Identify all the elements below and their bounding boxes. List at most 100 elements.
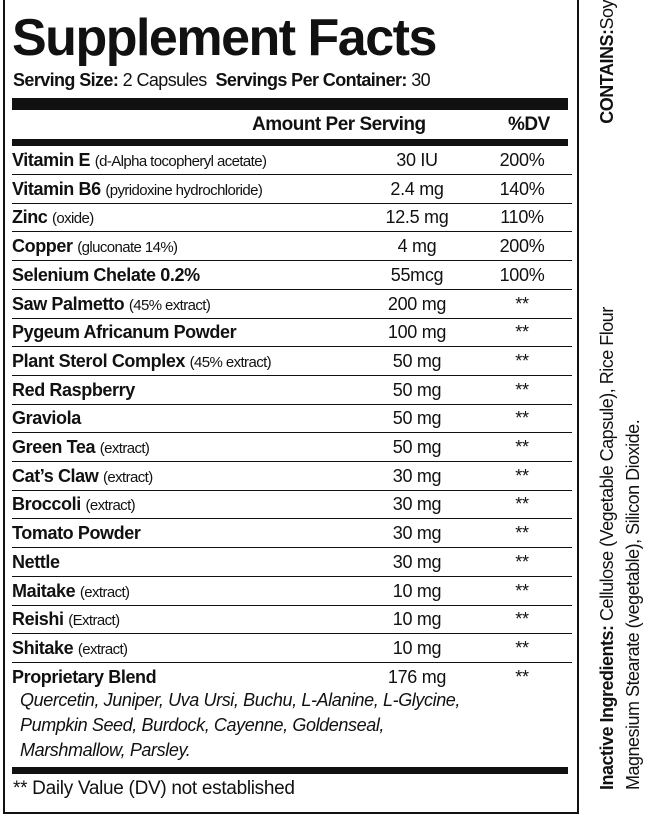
blend-line: Quercetin, Juniper, Uva Ursi, Buchu, L-A… — [20, 690, 461, 710]
nutrient-name: Reishi (Extract) — [12, 609, 120, 630]
daily-value: 110% — [500, 207, 544, 228]
daily-value: 200% — [499, 236, 545, 257]
table-row: Broccoli (extract) 30 mg ** — [12, 490, 572, 520]
table-row: Plant Sterol Complex (45% extract) 50 mg *… — [12, 347, 572, 376]
nutrient-detail: (45% extract) — [189, 353, 272, 371]
dv-column-header: %DV — [508, 114, 550, 135]
nutrient-name: Shitake (extract) — [12, 637, 128, 659]
amount-per-serving: 55mcg — [390, 264, 444, 285]
amount-per-serving: 50 mg — [392, 350, 442, 371]
amount-per-serving: 100 mg — [387, 322, 447, 343]
nutrient-name-text: Reishi — [12, 609, 64, 630]
nutrient-name-text: Vitamin B6 — [12, 178, 101, 199]
amount-column-header: Amount Per Serving — [252, 114, 426, 135]
nutrient-detail: (oxide) — [52, 210, 94, 228]
table-row: Saw Palmetto (45% extract) 200 mg ** — [12, 290, 572, 319]
inactive-ingredients: Inactive Ingredients: Cellulose (Vegetab… — [594, 0, 646, 790]
daily-value: ** — [515, 494, 529, 515]
table-row: Graviola 50 mg ** — [12, 404, 572, 434]
nutrient-detail: (45% extract) — [128, 296, 211, 314]
daily-value: 140% — [499, 178, 545, 199]
daily-value: ** — [515, 465, 529, 486]
nutrient-name: Cat’s Claw (extract) — [12, 466, 153, 487]
blend-line: Marshmallow, Parsley. — [20, 740, 191, 760]
nutrient-name: Tomato Powder — [12, 523, 141, 544]
table-row: Vitamin E (d-Alpha tocopheryl acetate) 30… — [12, 146, 572, 175]
nutrient-name-text: Maitake — [12, 580, 76, 601]
amount-per-serving: 10 mg — [392, 637, 442, 658]
serving-size-value: 2 Capsules — [122, 70, 208, 90]
nutrient-name: Red Raspberry — [12, 380, 135, 401]
nutrient-name: Proprietary Blend — [12, 667, 157, 688]
nutrient-name: Vitamin B6 (pyridoxine hydrochloride) — [12, 178, 263, 200]
contains-statement: CONTAINS:Soy — [594, 0, 620, 124]
nutrient-name-text: Copper — [12, 236, 73, 257]
daily-value: ** — [515, 609, 529, 630]
nutrient-name-text: Nettle — [12, 551, 60, 572]
amount-per-serving: 200 mg — [387, 293, 447, 314]
nutrient-name-text: Vitamin E — [12, 150, 91, 170]
nutrient-detail: (extract) — [99, 440, 150, 457]
daily-value: 100% — [499, 264, 545, 285]
amount-per-serving: 10 mg — [392, 609, 442, 630]
table-row: Pygeum Africanum Powder 100 mg ** — [12, 318, 572, 348]
nutrient-name-text: Pygeum Africanum Powder — [12, 322, 237, 343]
serving-info: Serving Size: 2 Capsules Servings Per Co… — [13, 70, 431, 91]
table-row: Reishi (Extract) 10 mg ** — [12, 605, 572, 635]
contains-value: Soy — [597, 0, 617, 30]
panel-title: Supplement Facts — [12, 9, 437, 67]
daily-value: ** — [515, 551, 529, 572]
nutrient-name: Pygeum Africanum Powder — [12, 322, 237, 343]
amount-per-serving: 50 mg — [392, 437, 442, 457]
table-row: Maitake (extract) 10 mg ** — [12, 577, 572, 606]
nutrient-detail: (extract) — [79, 583, 130, 601]
daily-value: ** — [515, 379, 529, 400]
nutrient-name-text: Selenium Chelate 0.2% — [12, 264, 200, 285]
table-row: Zinc (oxide) 12.5 mg 110% — [12, 203, 572, 233]
nutrient-name-text: Green Tea — [12, 437, 96, 457]
amount-per-serving: 12.5 mg — [385, 207, 449, 228]
header-divider — [12, 139, 568, 146]
nutrient-name-text: Graviola — [12, 408, 81, 429]
nutrient-name: Vitamin E (d-Alpha tocopheryl acetate) — [12, 150, 267, 171]
nutrient-name-text: Cat’s Claw — [12, 465, 99, 486]
table-row: Cat’s Claw (extract) 30 mg ** — [12, 462, 572, 491]
daily-value: ** — [515, 666, 529, 687]
nutrient-name-text: Shitake — [12, 637, 74, 658]
amount-per-serving: 50 mg — [392, 379, 442, 400]
nutrient-name: Zinc (oxide) — [12, 207, 94, 228]
amount-per-serving: 50 mg — [392, 408, 442, 429]
nutrient-detail: (extract) — [85, 497, 136, 515]
inactive-line-1: Cellulose (Vegetable Capsule), Rice Flou… — [597, 307, 617, 621]
servings-per-container-label: Servings Per Container: — [215, 70, 408, 90]
supplement-facts-panel — [3, 0, 579, 814]
inactive-line-2: Magnesium Stearate (vegetable), Silicon … — [623, 419, 643, 790]
serving-size-label: Serving Size: — [13, 70, 119, 90]
amount-per-serving: 176 mg — [387, 666, 447, 687]
amount-per-serving: 30 mg — [392, 494, 442, 515]
daily-value: 200% — [499, 150, 545, 170]
nutrient-name: Selenium Chelate 0.2% — [12, 265, 200, 286]
servings-per-container-value: 30 — [411, 70, 431, 90]
nutrient-detail: (Extract) — [68, 612, 120, 630]
daily-value: ** — [515, 437, 529, 457]
nutrient-name: Green Tea (extract) — [12, 437, 150, 458]
nutrient-detail: (pyridoxine hydrochloride) — [105, 181, 263, 199]
amount-per-serving: 30 mg — [392, 465, 442, 486]
nutrient-name: Maitake (extract) — [12, 580, 130, 602]
daily-value: ** — [515, 350, 529, 371]
amount-per-serving: 30 mg — [392, 551, 442, 572]
nutrient-name: Broccoli (extract) — [12, 494, 136, 515]
daily-value: ** — [515, 580, 529, 601]
daily-value: ** — [515, 322, 529, 343]
nutrient-detail: (gluconate 14%) — [77, 239, 178, 257]
footer-divider — [12, 767, 568, 774]
contains-label: CONTAINS: — [597, 29, 617, 124]
amount-per-serving: 4 mg — [397, 236, 437, 257]
nutrient-name-text: Broccoli — [12, 494, 81, 515]
nutrient-name: Graviola — [12, 408, 81, 429]
blend-line: Pumpkin Seed, Burdock, Cayenne, Goldense… — [20, 715, 385, 735]
inactive-label: Inactive Ingredients: — [597, 625, 617, 790]
nutrient-detail: (extract) — [77, 640, 128, 658]
nutrient-name-text: Saw Palmetto — [12, 293, 125, 314]
